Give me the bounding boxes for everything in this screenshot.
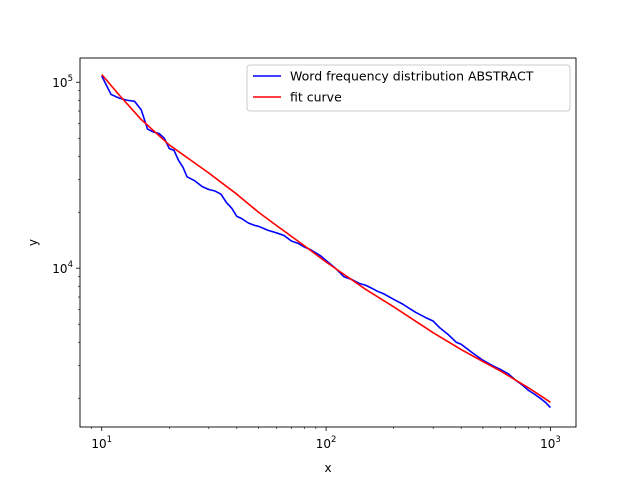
y-tick-label-1: 104 [52,260,73,276]
y-axis-label: y [26,239,40,246]
plot-frame [79,57,577,428]
x-axis-label: x [324,461,331,475]
series-line-2 [101,74,551,404]
axes-layer: 101 102 103 104 105 [52,57,577,451]
x-tick-label-1: 101 [91,435,112,451]
plot-layer [101,74,552,409]
legend-label-1: Word frequency distribution ABSTRACT [290,69,534,84]
legend-label-2: fit curve [290,90,342,105]
x-tick-label-3: 103 [540,435,561,451]
legend-box [246,64,571,112]
y-tick-label-2: 105 [52,74,73,90]
x-tick-label-2: 102 [316,435,337,451]
legend: Word frequency distribution ABSTRACT fit … [246,64,571,112]
